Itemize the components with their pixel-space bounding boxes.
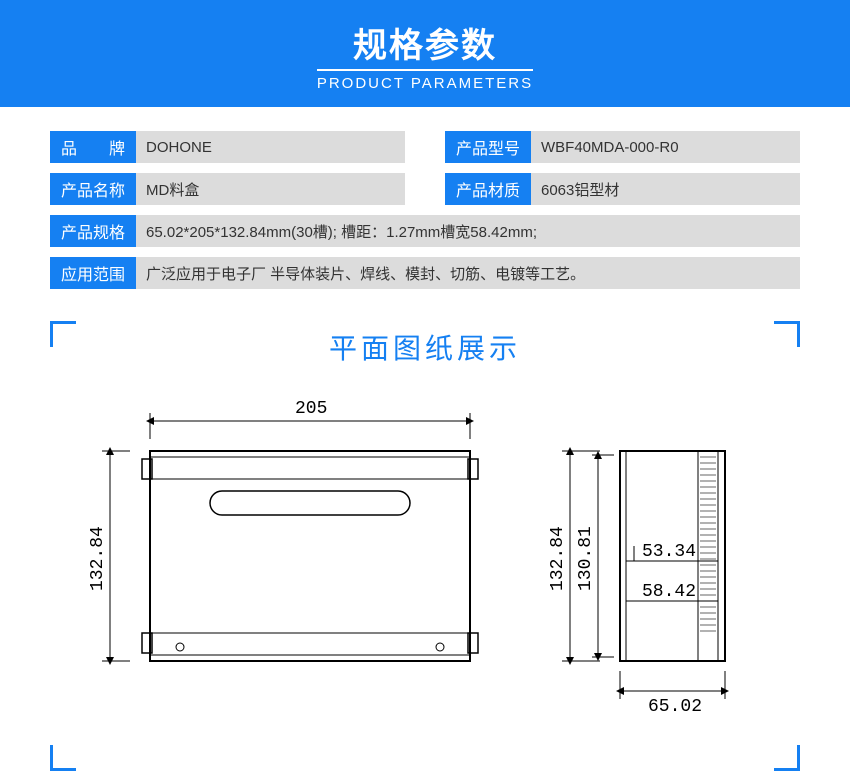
corner-tl-icon: [50, 321, 76, 347]
param-label: 产品规格: [50, 215, 136, 247]
header-banner: 规格参数 PRODUCT PARAMETERS: [0, 0, 850, 107]
dim-side-h1: 132.84: [548, 526, 568, 591]
param-value: 6063铝型材: [531, 173, 800, 205]
param-label: 品 牌: [50, 131, 136, 163]
param-spec: 产品规格 65.02*205*132.84mm(30槽); 槽距：1.27mm槽…: [50, 215, 800, 247]
header-subtitle: PRODUCT PARAMETERS: [317, 69, 533, 92]
dim-side-inner2: 58.42: [642, 582, 696, 602]
param-value: WBF40MDA-000-R0: [531, 131, 800, 163]
param-value: MD料盒: [136, 173, 405, 205]
param-label: 产品名称: [50, 173, 136, 205]
corner-bl-icon: [50, 745, 76, 771]
param-model: 产品型号 WBF40MDA-000-R0: [445, 131, 800, 163]
param-label: 产品材质: [445, 173, 531, 205]
param-application: 应用范围 广泛应用于电子厂 半导体装片、焊线、模封、切筋、电镀等工艺。: [50, 257, 800, 289]
front-view: 205 132.84: [88, 399, 478, 661]
param-label: 产品型号: [445, 131, 531, 163]
side-view: 53.34 58.42 132.84 130.81 65.02: [548, 451, 725, 717]
corner-tr-icon: [774, 321, 800, 347]
header-title: 规格参数: [0, 18, 850, 67]
param-value: DOHONE: [136, 131, 405, 163]
drawing-area: 205 132.84: [50, 381, 800, 771]
dim-front-width: 205: [295, 399, 327, 419]
drawing-title-wrap: 平面图纸展示: [50, 321, 800, 381]
params-block: 品 牌 DOHONE 产品型号 WBF40MDA-000-R0 产品名称 MD料…: [0, 107, 850, 309]
dim-front-height: 132.84: [88, 526, 108, 591]
param-name: 产品名称 MD料盒: [50, 173, 405, 205]
dim-side-inner1: 53.34: [642, 542, 696, 562]
corner-br-icon: [774, 745, 800, 771]
param-material: 产品材质 6063铝型材: [445, 173, 800, 205]
dim-side-width: 65.02: [648, 697, 702, 717]
technical-drawing: 205 132.84: [50, 381, 800, 771]
param-value: 65.02*205*132.84mm(30槽); 槽距：1.27mm槽宽58.4…: [136, 215, 800, 247]
dim-side-h2: 130.81: [576, 526, 596, 591]
param-brand: 品 牌 DOHONE: [50, 131, 405, 163]
param-value: 广泛应用于电子厂 半导体装片、焊线、模封、切筋、电镀等工艺。: [136, 257, 800, 289]
drawing-section-title: 平面图纸展示: [50, 327, 800, 367]
param-label: 应用范围: [50, 257, 136, 289]
